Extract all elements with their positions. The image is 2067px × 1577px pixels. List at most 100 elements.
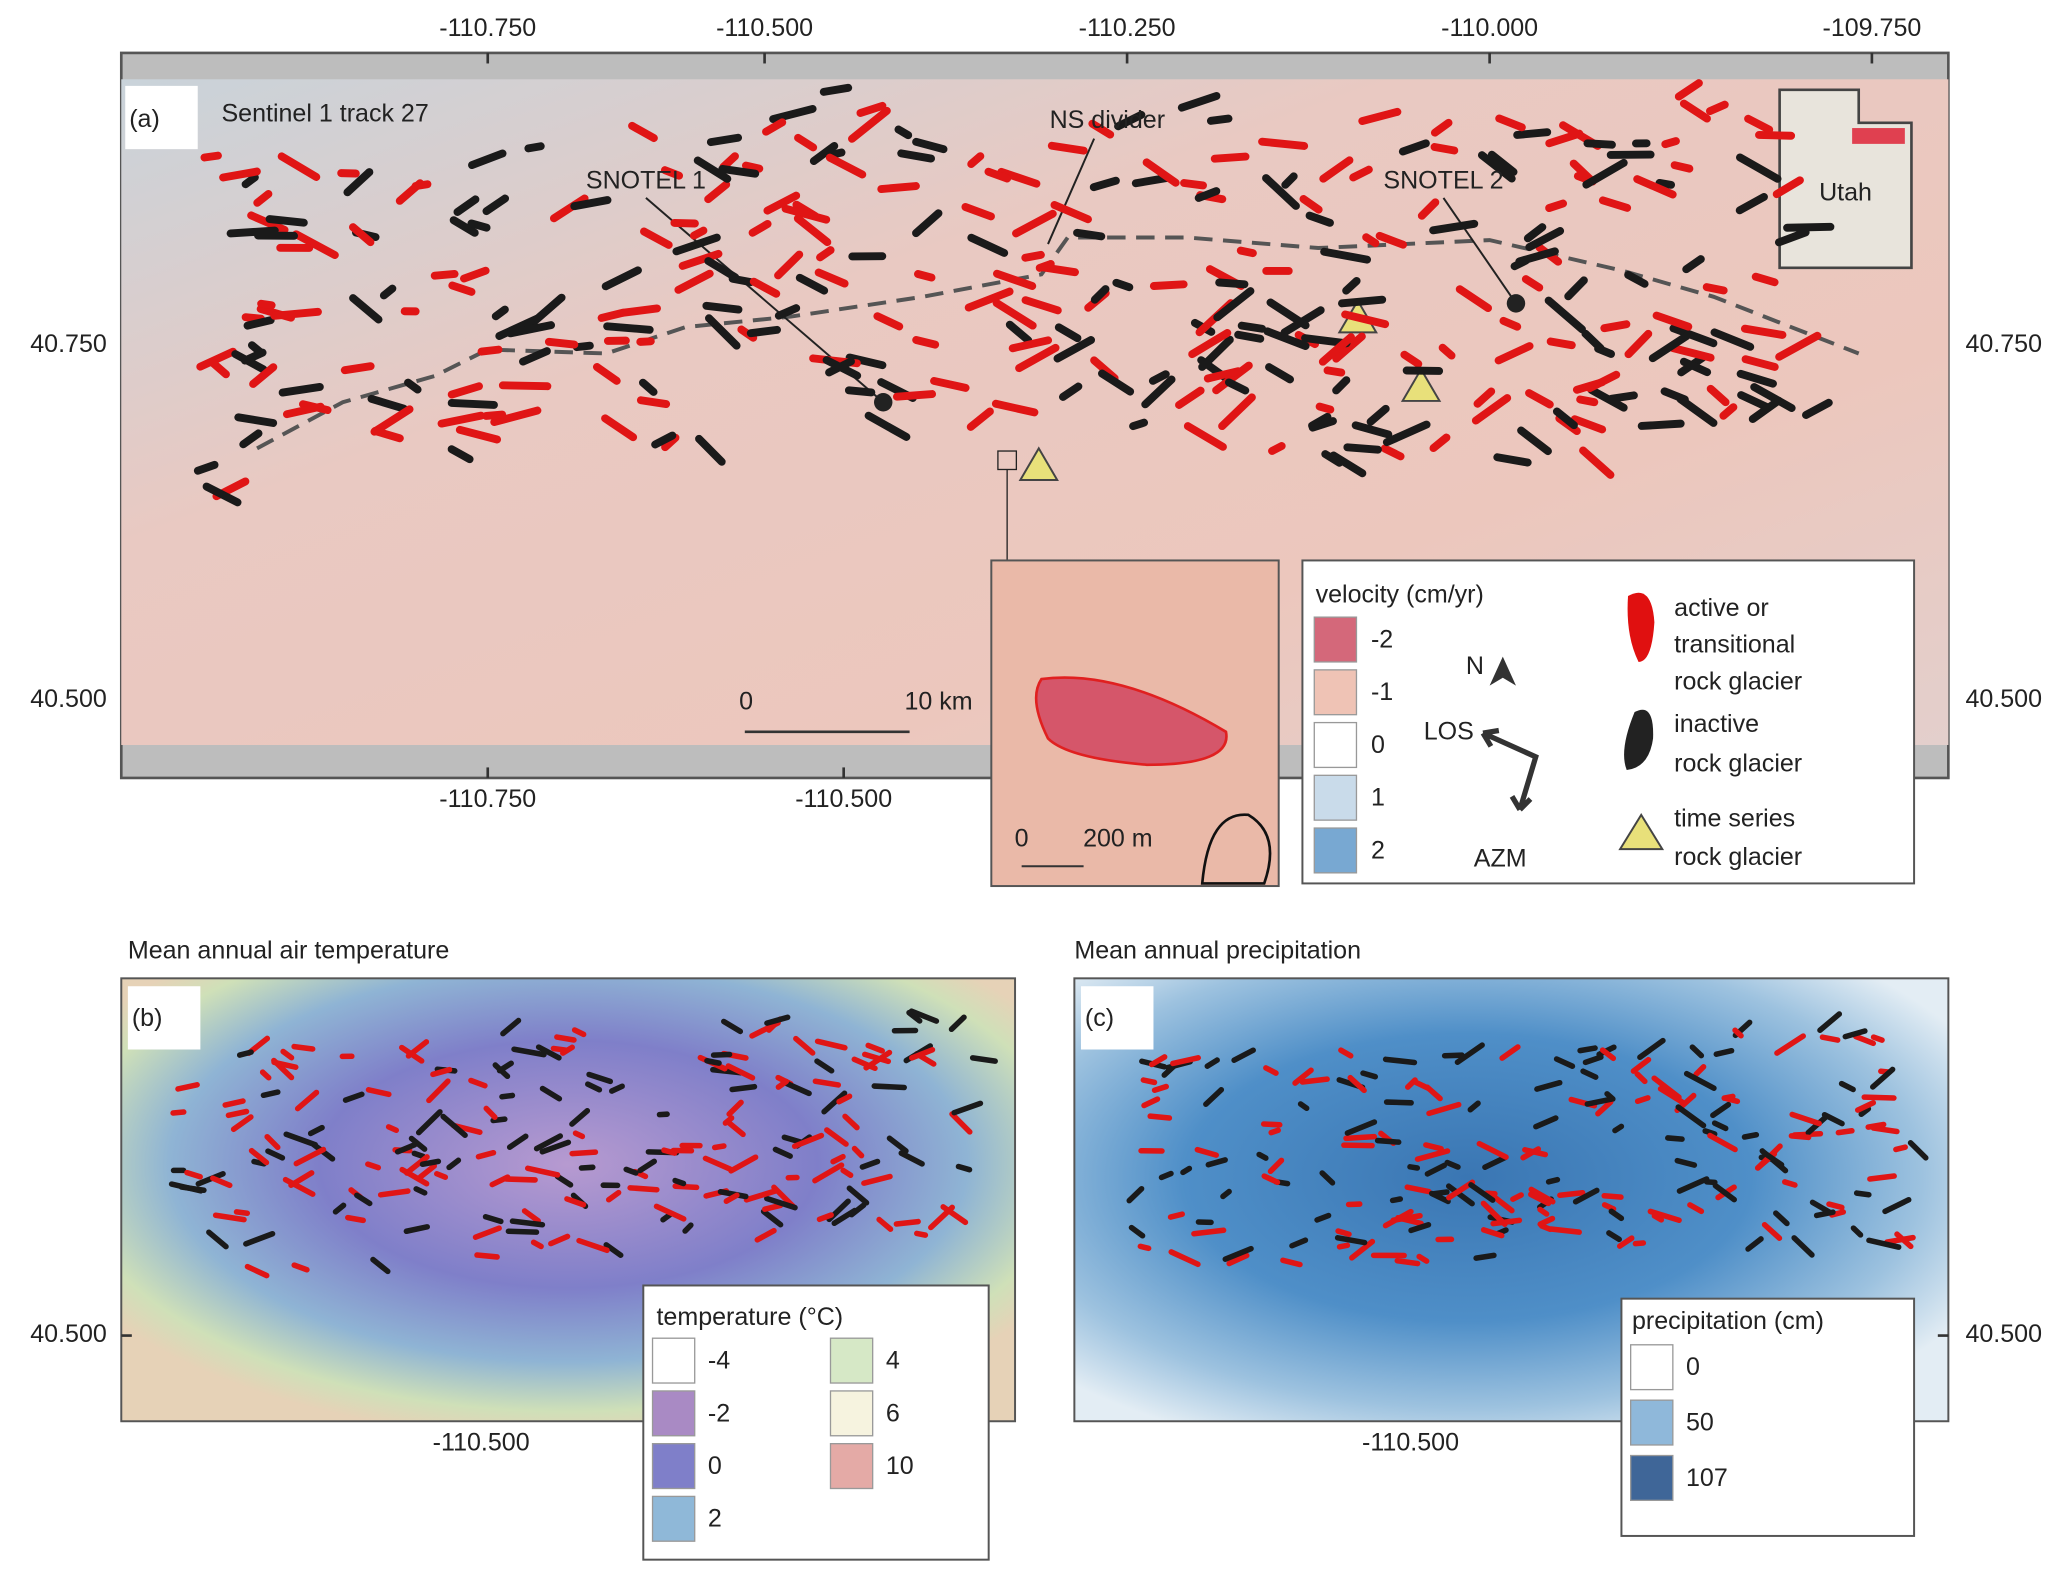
rock-glacier xyxy=(1299,1076,1330,1085)
rock-glacier xyxy=(239,429,263,449)
x-tick-label: -110.500 xyxy=(795,785,892,813)
rock-glacier xyxy=(344,1214,366,1224)
legend-label: active or xyxy=(1674,594,1769,622)
rock-glacier xyxy=(859,1158,881,1170)
legend-swatch xyxy=(1313,669,1358,716)
rock-glacier xyxy=(1577,1045,1598,1054)
rock-glacier xyxy=(704,257,740,282)
rock-glacier xyxy=(518,347,551,366)
rock-glacier xyxy=(848,106,891,143)
rock-glacier xyxy=(1660,387,1689,404)
rock-glacier xyxy=(1865,1121,1887,1130)
legend-swatch xyxy=(829,1337,874,1384)
rock-glacier xyxy=(1213,287,1255,322)
rock-glacier xyxy=(1398,139,1430,156)
leader xyxy=(1442,197,1517,304)
rock-glacier xyxy=(1362,233,1380,248)
rock-glacier xyxy=(1050,201,1092,224)
rock-glacier xyxy=(503,1176,538,1183)
rock-glacier xyxy=(1366,404,1390,426)
rock-glacier xyxy=(1661,137,1680,149)
rock-glacier xyxy=(370,1256,391,1275)
rock-glacier xyxy=(1870,1066,1896,1090)
rock-glacier xyxy=(640,227,673,249)
rock-glacier xyxy=(812,1078,842,1088)
rock-glacier xyxy=(370,405,414,436)
rock-glacier xyxy=(1413,1079,1431,1091)
rock-glacier xyxy=(506,1133,529,1150)
rock-glacier xyxy=(1215,278,1249,289)
rock-glacier xyxy=(1319,156,1354,183)
rock-glacier xyxy=(212,1212,247,1223)
rock-glacier xyxy=(1545,199,1568,213)
rock-glacier xyxy=(1712,1182,1737,1203)
rock-glacier xyxy=(636,396,671,409)
rock-glacier xyxy=(997,167,1041,188)
rock-glacier xyxy=(1141,1096,1161,1109)
rock-glacier xyxy=(550,1045,570,1053)
rock-glacier xyxy=(1665,1135,1685,1142)
rock-glacier xyxy=(682,1222,694,1234)
rock-glacier xyxy=(524,1165,561,1178)
rock-glacier xyxy=(695,434,726,466)
rock-glacier xyxy=(1648,331,1691,363)
rock-glacier xyxy=(912,209,943,238)
legend-label: 50 xyxy=(1686,1409,1714,1437)
legend-swatch xyxy=(1313,616,1358,663)
rock-glacier xyxy=(1853,1190,1872,1198)
legend-label: 107 xyxy=(1686,1464,1728,1492)
rock-glacier xyxy=(544,337,579,349)
legend-swatch xyxy=(1313,827,1358,874)
legend-swatch xyxy=(651,1337,696,1384)
legend-label: N xyxy=(1466,652,1484,680)
rock-glacier xyxy=(570,196,612,211)
rock-glacier xyxy=(1321,450,1344,467)
rock-glacier xyxy=(1098,369,1135,396)
rock-glacier xyxy=(865,1042,885,1054)
rock-glacier xyxy=(1480,1200,1508,1227)
rock-glacier xyxy=(1761,1150,1785,1168)
rock-glacier xyxy=(1220,1188,1232,1200)
rock-glacier xyxy=(230,1114,254,1133)
rock-glacier xyxy=(1570,415,1607,434)
rock-glacier xyxy=(1722,1095,1741,1105)
rock-glacier xyxy=(1679,99,1711,123)
rock-glacier xyxy=(1382,420,1431,447)
rock-glacier xyxy=(1175,386,1205,409)
rock-glacier xyxy=(844,386,876,397)
scale-label: 200 m xyxy=(1083,825,1153,853)
rock-glacier xyxy=(726,1099,744,1117)
rock-glacier xyxy=(477,345,503,356)
rock-glacier xyxy=(824,1127,849,1147)
annotation: SNOTEL 1 xyxy=(586,167,706,195)
rock-glacier xyxy=(754,1227,777,1243)
rock-glacier xyxy=(1668,344,1715,362)
legend-label: rock glacier xyxy=(1674,843,1802,871)
rock-glacier xyxy=(1336,1242,1351,1250)
rock-glacier xyxy=(1236,246,1257,258)
rock-glacier xyxy=(472,1225,502,1240)
rock-glacier xyxy=(209,359,230,379)
rock-glacier xyxy=(1884,1234,1916,1245)
rock-glacier xyxy=(533,1133,564,1152)
rock-glacier xyxy=(1005,320,1033,345)
rock-glacier xyxy=(1791,1235,1815,1258)
rock-glacier xyxy=(430,1066,453,1078)
rock-glacier xyxy=(1751,272,1779,287)
rock-glacier xyxy=(1231,1047,1256,1063)
rock-glacier xyxy=(928,1204,955,1231)
rock-glacier xyxy=(825,153,867,179)
rock-glacier xyxy=(1710,1101,1732,1119)
rock-glacier xyxy=(1632,1240,1647,1247)
rock-glacier xyxy=(783,1080,812,1097)
rock-glacier xyxy=(1054,323,1082,343)
rock-glacier xyxy=(1183,422,1227,451)
leader xyxy=(1047,138,1096,245)
legend-swatch xyxy=(1313,774,1358,821)
rock-glacier xyxy=(781,1134,805,1146)
rock-glacier xyxy=(1736,153,1782,183)
rock-glacier xyxy=(861,1173,893,1186)
rock-glacier xyxy=(1740,324,1787,339)
rock-glacier xyxy=(1850,1225,1864,1238)
rock-glacier xyxy=(196,347,237,371)
